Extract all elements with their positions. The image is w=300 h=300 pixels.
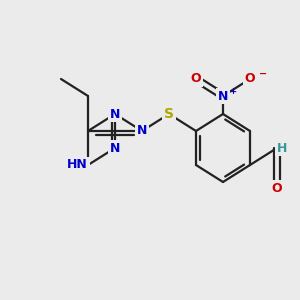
Text: N: N	[110, 107, 120, 121]
Text: O: O	[245, 73, 255, 85]
Text: N: N	[218, 89, 228, 103]
Text: H: H	[277, 142, 287, 154]
Text: O: O	[272, 182, 282, 195]
Text: N: N	[110, 142, 120, 154]
Text: −: −	[259, 69, 267, 79]
Text: S: S	[164, 107, 174, 121]
Text: +: +	[229, 86, 236, 95]
Text: HN: HN	[67, 158, 88, 172]
Text: N: N	[137, 124, 147, 137]
Text: O: O	[191, 73, 201, 85]
